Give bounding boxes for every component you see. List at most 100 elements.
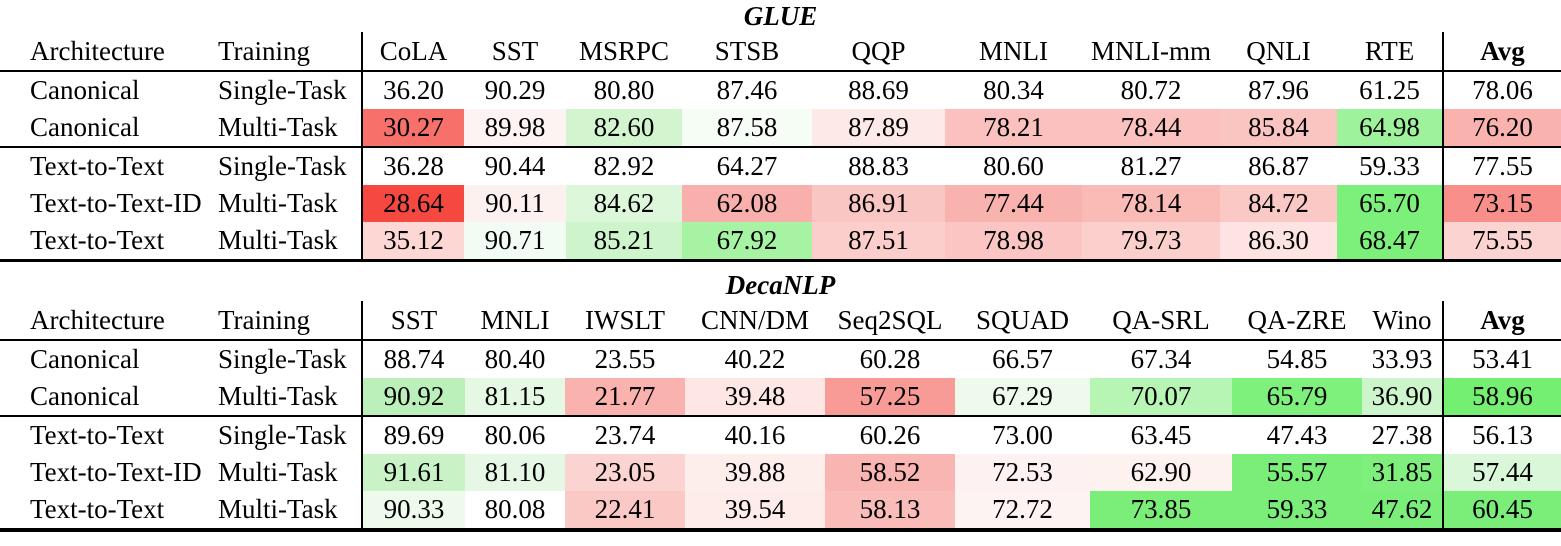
score-cell: 89.98 <box>464 109 566 147</box>
training-cell: Single-Task <box>218 420 347 450</box>
training-cell: Multi-Task <box>218 457 338 487</box>
header-architecture: Architecture <box>30 35 165 66</box>
header-avg: Avg <box>1442 301 1561 340</box>
header-task-msrpc: MSRPC <box>578 35 670 66</box>
score-cell: 27.38 <box>1371 420 1433 450</box>
score-cell: 87.46 <box>716 75 778 105</box>
score-cell: 87.89 <box>812 109 945 147</box>
header-training: Training <box>218 304 311 335</box>
score-cell: 57.25 <box>825 378 955 416</box>
score-cell: 40.22 <box>724 344 786 374</box>
score-cell: 87.96 <box>1248 75 1309 105</box>
score-cell: 65.70 <box>1337 185 1443 222</box>
score-cell: 80.40 <box>484 344 546 374</box>
score-cell: 87.58 <box>682 109 812 147</box>
score-cell: 47.43 <box>1266 420 1328 450</box>
header-task-sst: SST <box>491 35 539 66</box>
header-task-qa-zre: QA-ZRE <box>1247 304 1347 335</box>
decanlp-table-title: DecaNLP <box>725 270 836 300</box>
score-cell: 23.74 <box>594 420 656 450</box>
score-cell: 31.85 <box>1362 454 1443 491</box>
header-task-cola: CoLA <box>361 32 464 71</box>
score-cell: 85.21 <box>566 222 682 261</box>
header-task-wino: Wino <box>1372 304 1432 335</box>
score-cell: 64.27 <box>716 151 778 181</box>
score-cell: 60.26 <box>859 420 921 450</box>
table-row: Text-to-Text Single-Task 36.28 90.44 82.92 64… <box>0 147 1561 185</box>
score-cell: 77.44 <box>945 185 1082 222</box>
score-cell: 90.11 <box>464 185 566 222</box>
decanlp-results-table: Architecture Training SST MNLI IWSLT CNN/DM Se… <box>0 301 1561 532</box>
score-cell: 62.08 <box>682 185 812 222</box>
score-cell: 85.84 <box>1220 109 1337 147</box>
header-architecture: Architecture <box>30 304 165 335</box>
score-cell: 62.90 <box>1090 454 1232 491</box>
score-cell: 73.00 <box>992 420 1053 450</box>
avg-cell: 76.20 <box>1442 109 1561 147</box>
score-cell: 40.16 <box>724 420 786 450</box>
score-cell: 61.25 <box>1359 75 1420 105</box>
score-cell: 80.80 <box>593 75 655 105</box>
header-task-rte: RTE <box>1364 35 1415 66</box>
score-cell: 60.28 <box>859 344 921 374</box>
architecture-cell: Text-to-Text <box>30 225 165 255</box>
score-cell: 90.44 <box>484 151 546 181</box>
score-cell: 64.98 <box>1337 109 1443 147</box>
architecture-cell: Canonical <box>30 112 140 142</box>
score-cell: 21.77 <box>565 378 685 416</box>
score-cell: 59.33 <box>1359 151 1420 181</box>
score-cell: 87.51 <box>812 222 945 261</box>
architecture-cell: Text-to-Text-ID <box>30 188 202 218</box>
avg-cell: 57.44 <box>1442 454 1561 491</box>
header-task-sst: SST <box>361 301 465 340</box>
score-cell: 88.69 <box>848 75 909 105</box>
score-cell: 67.92 <box>682 222 812 261</box>
score-cell: 66.57 <box>992 344 1053 374</box>
score-cell: 81.15 <box>465 378 565 416</box>
score-cell: 82.92 <box>593 151 655 181</box>
score-cell: 39.88 <box>685 454 825 491</box>
score-cell: 65.79 <box>1232 378 1362 416</box>
score-cell: 33.93 <box>1371 344 1433 374</box>
table-row: Text-to-Text Multi-Task 90.33 80.08 22.41 39.… <box>0 491 1561 530</box>
header-task-mnli: MNLI <box>480 304 550 335</box>
header-task-cnn-dm: CNN/DM <box>700 304 809 335</box>
table-row: Text-to-Text-ID Multi-Task 28.64 90.11 84.62… <box>0 185 1561 222</box>
score-cell: 80.06 <box>484 420 546 450</box>
avg-cell: 75.55 <box>1442 222 1561 261</box>
score-cell: 54.85 <box>1266 344 1328 374</box>
score-cell: 90.71 <box>464 222 566 261</box>
score-cell: 39.54 <box>685 491 825 530</box>
score-cell: 73.85 <box>1090 491 1232 530</box>
score-cell: 36.20 <box>361 71 464 109</box>
avg-cell: 53.41 <box>1442 340 1561 378</box>
score-cell: 81.10 <box>465 454 565 491</box>
score-cell: 63.45 <box>1130 420 1192 450</box>
training-cell: Single-Task <box>218 151 347 181</box>
header-task-squad: SQUAD <box>975 304 1069 335</box>
score-cell: 90.29 <box>484 75 546 105</box>
table-row: Canonical Multi-Task 30.27 89.98 82.60 87.58 8… <box>0 109 1561 147</box>
score-cell: 70.07 <box>1090 378 1232 416</box>
header-task-mnli-mm: MNLI-mm <box>1091 35 1211 66</box>
avg-cell: 58.96 <box>1442 378 1561 416</box>
avg-cell: 60.45 <box>1442 491 1561 530</box>
header-row: Architecture Training CoLA SST MSRPC STSB QQP M… <box>0 32 1561 71</box>
score-cell: 82.60 <box>566 109 682 147</box>
score-cell: 68.47 <box>1337 222 1443 261</box>
header-task-stsb: STSB <box>714 35 780 66</box>
score-cell: 22.41 <box>565 491 685 530</box>
score-cell: 91.61 <box>361 454 465 491</box>
score-cell: 67.29 <box>955 378 1090 416</box>
score-cell: 81.27 <box>1120 151 1182 181</box>
table-row: Text-to-Text Multi-Task 35.12 90.71 85.21 67.… <box>0 222 1561 261</box>
score-cell: 23.55 <box>594 344 656 374</box>
glue-table-title: GLUE <box>743 1 818 31</box>
architecture-cell: Text-to-Text-ID <box>30 457 202 487</box>
header-task-seq2sql: Seq2SQL <box>837 304 943 335</box>
score-cell: 86.87 <box>1248 151 1309 181</box>
architecture-cell: Canonical <box>30 75 140 105</box>
header-task-iwslt: IWSLT <box>585 304 665 335</box>
header-task-qqp: QQP <box>851 35 906 66</box>
score-cell: 72.53 <box>955 454 1090 491</box>
